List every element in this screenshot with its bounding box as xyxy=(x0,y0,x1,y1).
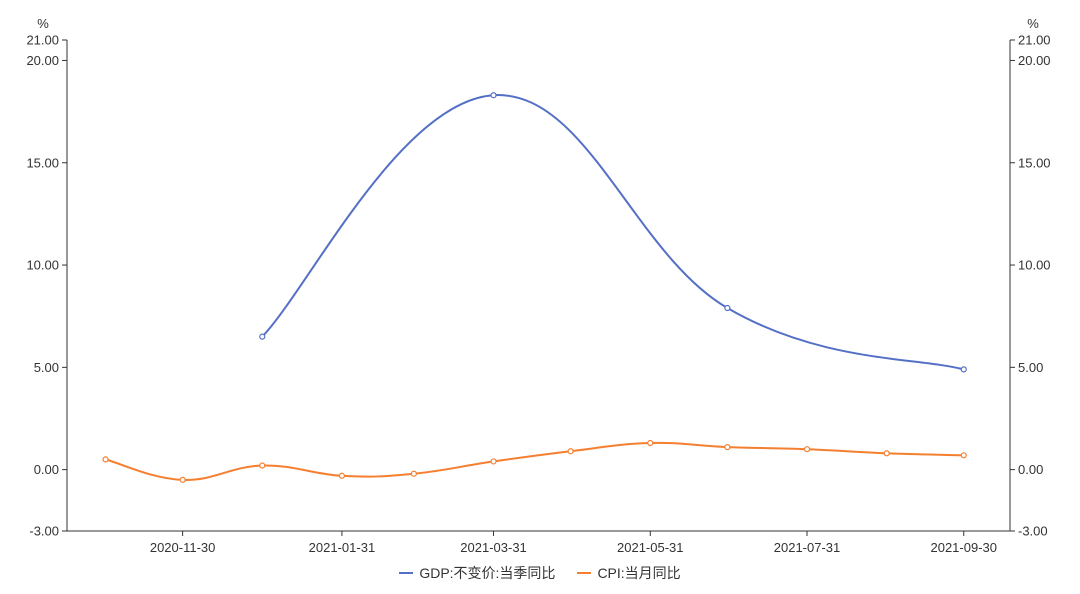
data-point-cpi xyxy=(338,472,346,479)
legend-label-cpi: CPI:当月同比 xyxy=(597,565,681,581)
y-tick-label-right: 5.00 xyxy=(1018,360,1043,375)
legend-swatch-cpi xyxy=(577,572,592,574)
x-tick-label: 2021-03-31 xyxy=(460,540,527,555)
y-tick-label-left: 15.00 xyxy=(26,155,59,170)
data-point-cpi xyxy=(883,450,890,457)
legend: GDP:不变价:当季同比 CPI:当月同比 xyxy=(0,563,1080,583)
data-point-cpi xyxy=(803,446,811,453)
data-point-gdp xyxy=(259,333,266,340)
data-point-cpi xyxy=(960,452,967,459)
y-unit-left: % xyxy=(37,16,49,31)
x-tick-label: 2021-05-31 xyxy=(617,540,684,555)
y-tick-label-right: 15.00 xyxy=(1018,155,1051,170)
series-line-cpi xyxy=(105,441,964,481)
y-unit-right: % xyxy=(1027,16,1039,31)
x-tick-label: 2020-11-30 xyxy=(150,540,216,555)
data-point-gdp xyxy=(490,92,497,99)
data-point-cpi xyxy=(259,462,266,469)
series-layer xyxy=(102,92,967,483)
x-tick-label: 2021-07-31 xyxy=(774,540,841,555)
legend-swatch-gdp xyxy=(399,572,414,574)
y-tick-label-left: -3.00 xyxy=(29,524,59,539)
y-tick-label-right: 21.00 xyxy=(1018,33,1051,48)
data-point-cpi xyxy=(724,444,731,451)
series-line-gdp xyxy=(261,94,964,371)
data-point-cpi xyxy=(567,448,574,455)
data-point-cpi xyxy=(490,458,497,465)
y-tick-label-right: 20.00 xyxy=(1018,53,1051,68)
y-tick-label-right: 10.00 xyxy=(1018,258,1051,273)
data-point-cpi xyxy=(179,476,186,483)
y-tick-label-right: 0.00 xyxy=(1018,462,1043,477)
y-tick-label-right: -3.00 xyxy=(1018,524,1048,539)
data-point-gdp xyxy=(960,366,967,373)
axes: % % -3.00 -3.00 0.00 0.00 5.00 5.00 10.00 10.00 15… xyxy=(26,16,1050,555)
y-tick-label-left: 10.00 xyxy=(26,258,59,273)
data-point-cpi xyxy=(102,456,109,463)
data-point-cpi xyxy=(410,470,417,477)
y-tick-label-left: 5.00 xyxy=(34,360,59,375)
y-tick-label-left: 21.00 xyxy=(26,33,59,48)
y-tick-label-left: 0.00 xyxy=(34,462,59,477)
x-tick-label: 2021-09-30 xyxy=(930,540,997,555)
x-tick-label: 2021-01-31 xyxy=(309,540,376,555)
legend-item-gdp[interactable]: GDP:不变价:当季同比 xyxy=(399,563,555,583)
y-tick-label-left: 20.00 xyxy=(26,53,59,68)
legend-label-gdp: GDP:不变价:当季同比 xyxy=(419,565,556,581)
data-point-gdp xyxy=(724,304,731,312)
legend-item-cpi[interactable]: CPI:当月同比 xyxy=(577,563,681,583)
data-point-cpi xyxy=(647,439,654,447)
